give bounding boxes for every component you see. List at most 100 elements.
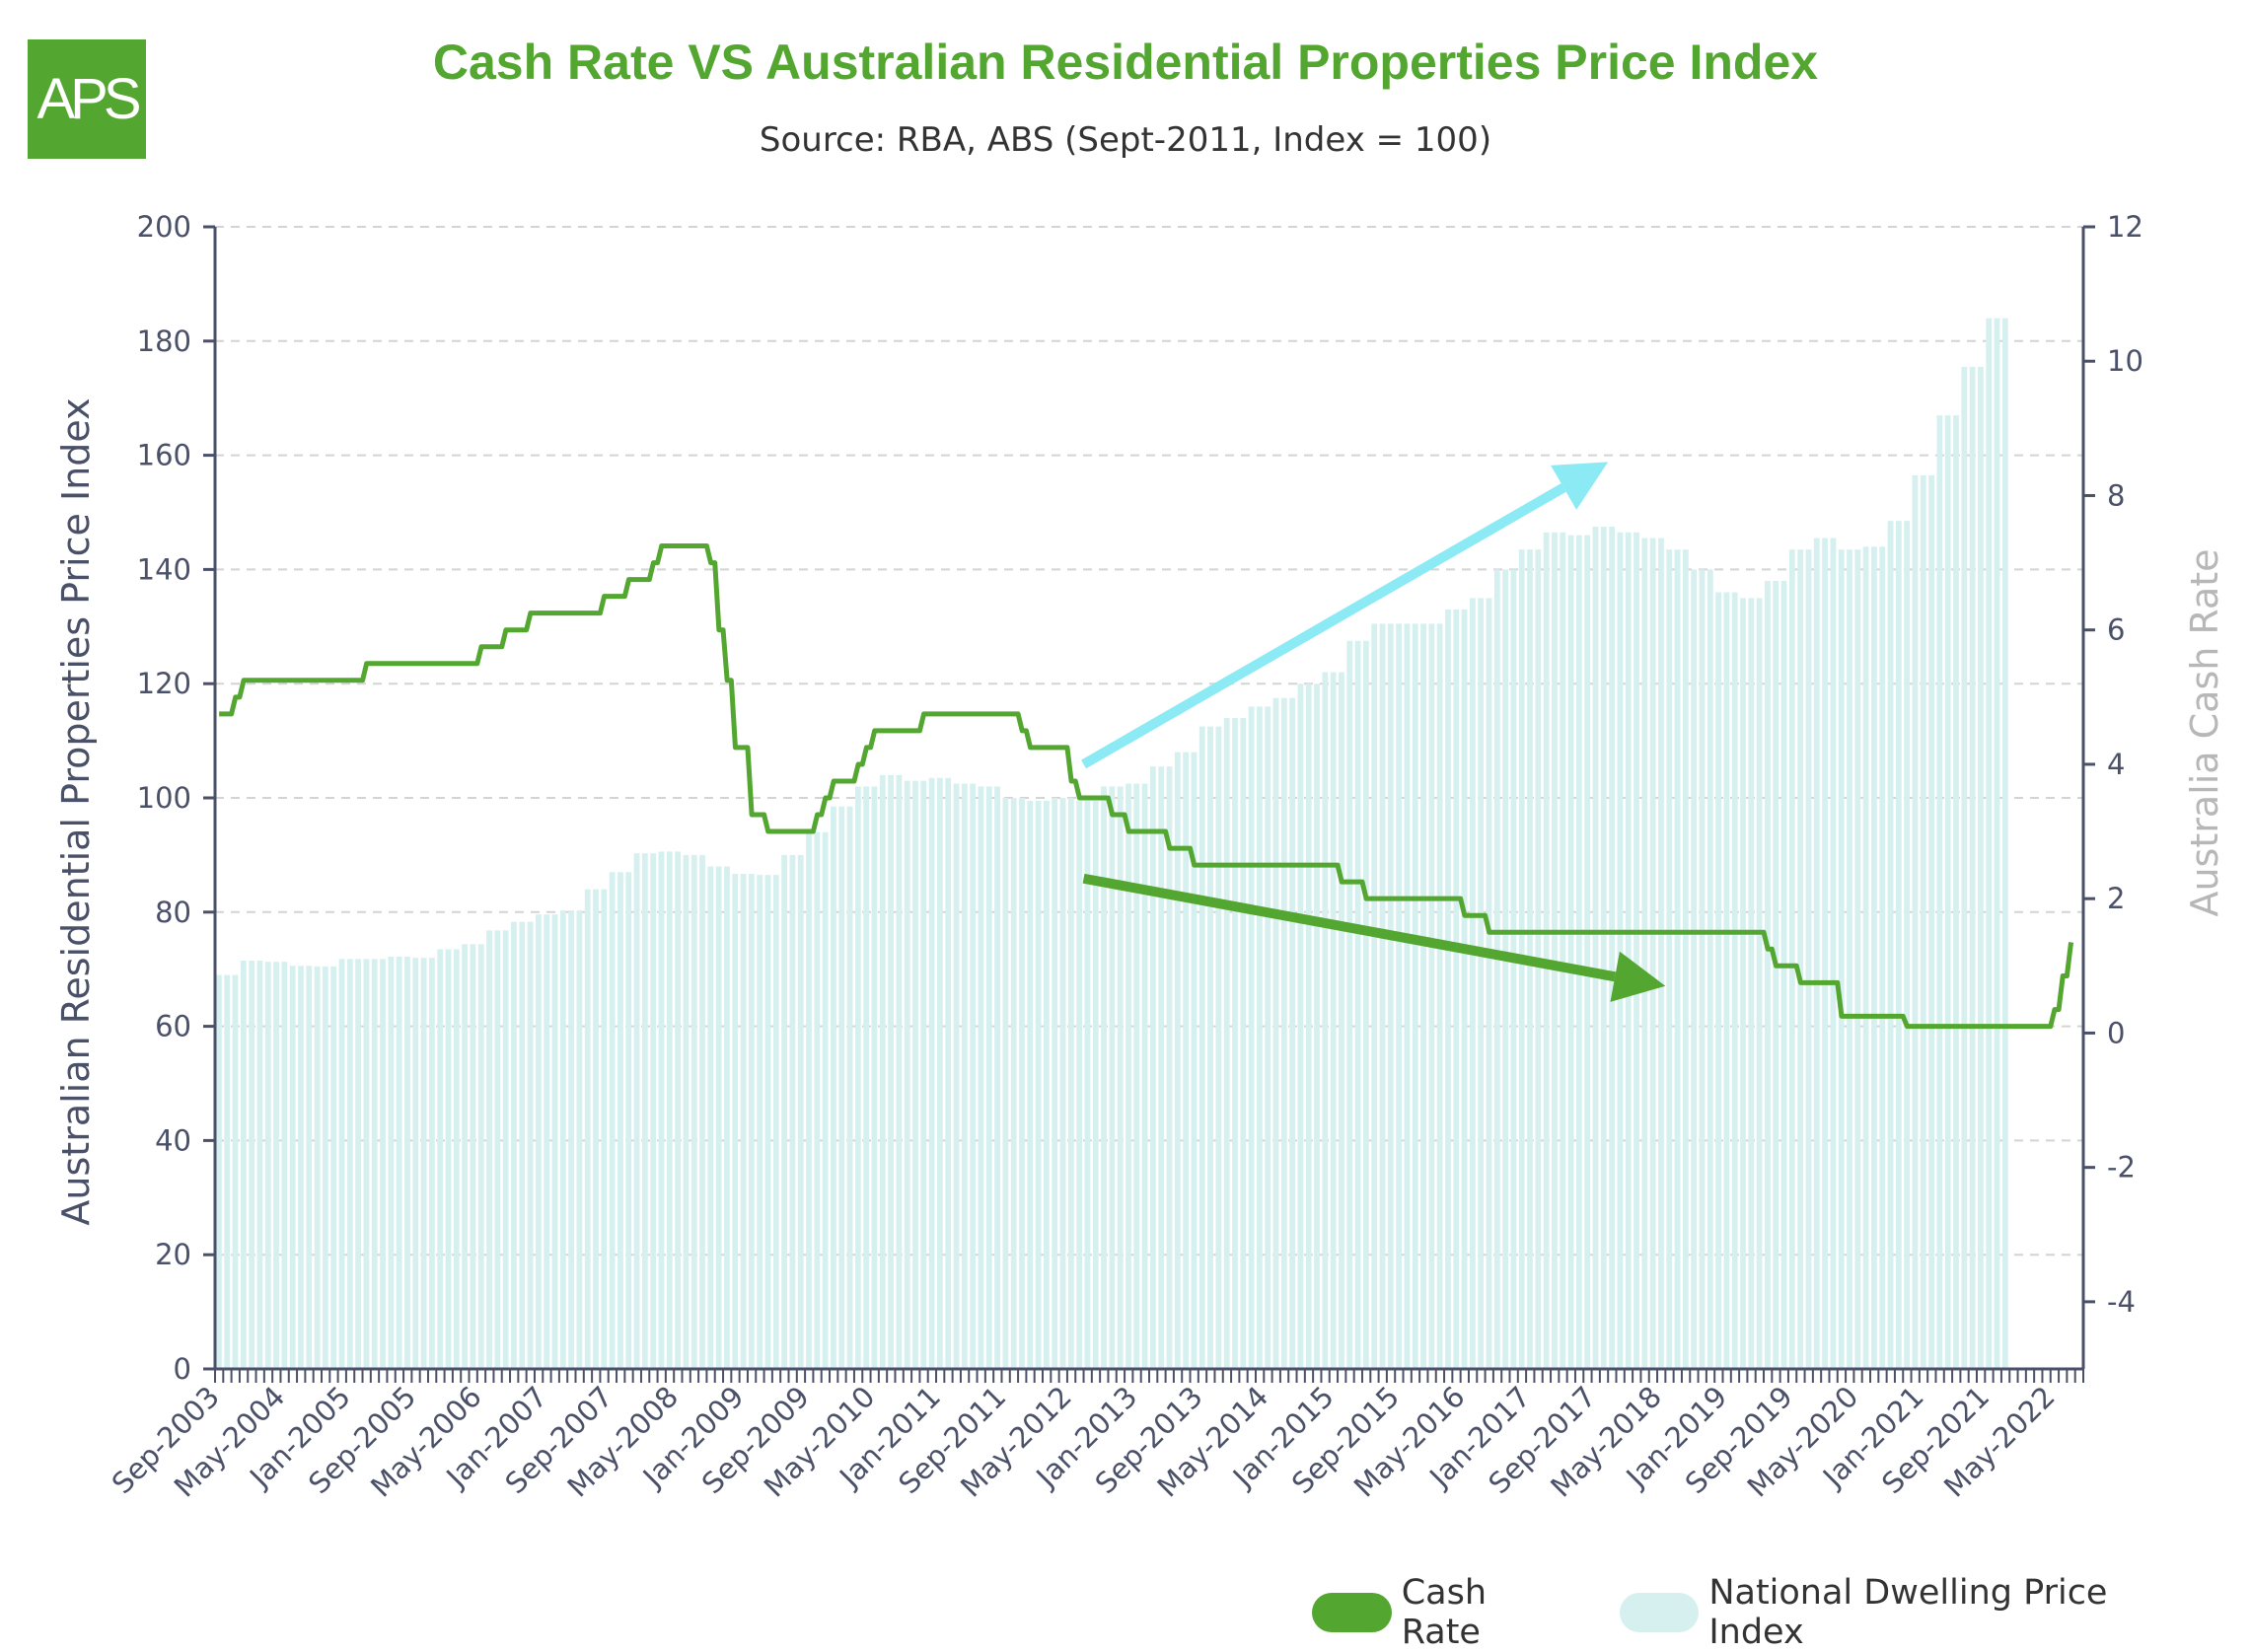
bar <box>1198 726 1205 1369</box>
bar <box>1731 592 1738 1369</box>
bar <box>1912 474 1919 1369</box>
bar <box>1010 798 1017 1369</box>
bar <box>535 914 542 1369</box>
bar <box>1223 717 1230 1369</box>
bar <box>1044 800 1050 1369</box>
bar <box>601 889 608 1369</box>
cash-rate-line <box>219 543 2074 1030</box>
bar <box>1961 366 1968 1370</box>
bar <box>854 786 861 1369</box>
left-axis-title: Australian Residential Properties Price … <box>54 397 98 1225</box>
bar <box>846 806 853 1369</box>
chart-title: Cash Rate VS Australian Residential Prop… <box>432 35 1819 90</box>
bar <box>486 930 492 1369</box>
bar <box>1879 546 1886 1369</box>
bar <box>1183 752 1190 1369</box>
bar <box>1420 623 1426 1369</box>
bar <box>1986 318 1993 1369</box>
bar <box>658 851 665 1369</box>
bar <box>1461 609 1468 1369</box>
bar <box>879 774 886 1369</box>
bar <box>1502 569 1509 1369</box>
bar <box>1117 786 1124 1369</box>
bar <box>814 831 821 1369</box>
bar <box>904 780 910 1369</box>
bar <box>690 854 697 1369</box>
bar <box>1969 366 1976 1370</box>
bar <box>1035 800 1042 1369</box>
right-tick-label: 2 <box>2107 882 2125 915</box>
bar <box>1297 683 1304 1369</box>
bar <box>388 956 395 1369</box>
bar <box>1617 532 1624 1369</box>
bar <box>1838 549 1845 1369</box>
bar <box>1682 549 1689 1369</box>
bar <box>1510 569 1517 1369</box>
legend-item-cash-rate[interactable]: Cash Rate <box>1312 1573 1574 1652</box>
bar <box>625 872 632 1369</box>
legend-item-price-index[interactable]: National Dwelling Price Index <box>1619 1573 2206 1652</box>
bar <box>330 966 337 1369</box>
bar <box>338 959 345 1369</box>
bar <box>1174 752 1181 1369</box>
bar <box>1232 717 1238 1369</box>
bar <box>306 966 313 1369</box>
bar <box>1428 623 1435 1369</box>
bar <box>1486 598 1492 1369</box>
bar <box>1265 706 1271 1369</box>
trend-arrow-head <box>1551 462 1609 510</box>
axes <box>213 227 2085 1383</box>
bar <box>617 872 623 1369</box>
bar <box>584 889 591 1369</box>
bar <box>1780 580 1787 1369</box>
bar <box>1928 474 1934 1369</box>
bar <box>420 958 427 1369</box>
bar <box>781 854 787 1369</box>
bar <box>511 921 517 1369</box>
bar <box>1493 569 1500 1369</box>
legend-label-price-index: National Dwelling Price Index <box>1708 1573 2108 1652</box>
bar <box>912 780 918 1369</box>
trend-arrow-shaft <box>1081 483 1566 769</box>
bar <box>477 944 484 1369</box>
bar <box>1740 598 1746 1369</box>
trend-arrow-shaft <box>1082 873 1617 982</box>
bar <box>314 966 321 1369</box>
bar <box>707 866 714 1369</box>
bar <box>1166 766 1173 1369</box>
bar <box>273 962 279 1369</box>
bar <box>232 974 239 1369</box>
bar <box>1584 535 1591 1369</box>
bar <box>1289 697 1296 1369</box>
bar <box>527 921 534 1369</box>
bar <box>1256 706 1263 1369</box>
bar <box>772 875 779 1369</box>
bar <box>346 959 353 1369</box>
bar <box>1691 569 1698 1369</box>
bar <box>888 774 894 1369</box>
bar <box>1002 798 1009 1369</box>
bar <box>1305 683 1312 1369</box>
bar <box>650 853 657 1369</box>
bar <box>1052 798 1058 1369</box>
bar <box>544 914 550 1369</box>
bar <box>609 872 616 1369</box>
bar <box>371 959 378 1369</box>
left-tick-label: 80 <box>155 896 191 929</box>
bar <box>1339 672 1344 1369</box>
bar <box>593 889 599 1369</box>
bar <box>1314 683 1320 1369</box>
bar <box>1871 546 1877 1369</box>
bar <box>1067 798 1074 1369</box>
bar <box>355 959 362 1369</box>
bar <box>576 910 583 1369</box>
bar <box>568 910 575 1369</box>
bar <box>1543 532 1550 1369</box>
bar <box>445 949 452 1369</box>
bar <box>1805 549 1812 1369</box>
bar <box>978 786 984 1369</box>
bar <box>363 959 370 1369</box>
bar <box>1592 526 1599 1369</box>
bar <box>1379 623 1386 1369</box>
left-tick-label: 20 <box>155 1238 191 1271</box>
